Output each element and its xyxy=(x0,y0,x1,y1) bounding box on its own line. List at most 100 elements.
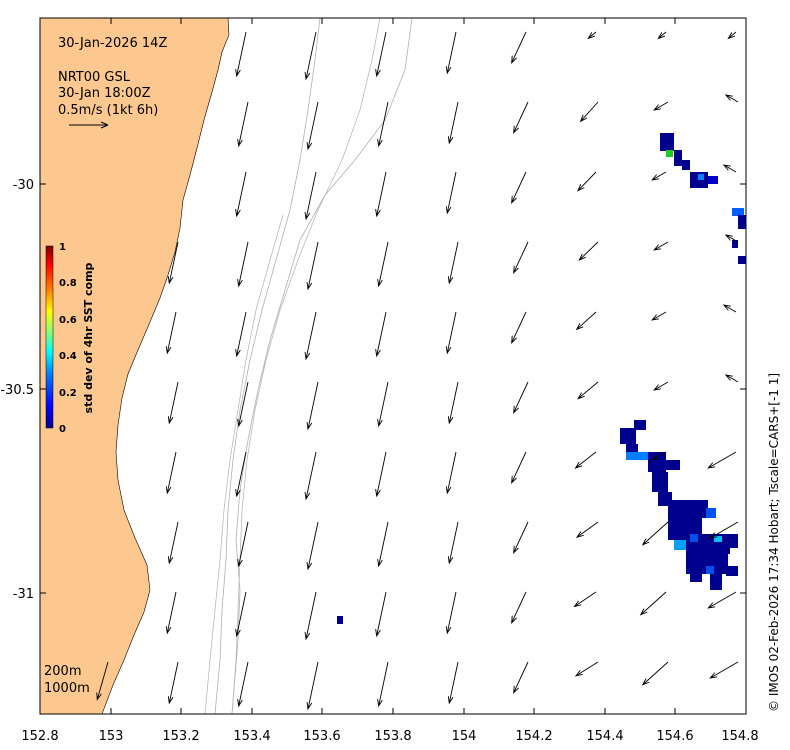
colorbar-label: std dev of 4hr SST comp xyxy=(82,262,95,413)
current-arrow xyxy=(304,451,317,501)
current-arrow xyxy=(377,521,389,568)
current-arrow xyxy=(707,451,737,469)
current-arrow xyxy=(513,101,529,135)
current-arrow xyxy=(651,451,667,461)
current-arrow xyxy=(707,591,737,609)
x-tick-label: 153.6 xyxy=(303,729,340,744)
current-arrow xyxy=(447,381,459,425)
current-arrow xyxy=(574,451,597,469)
current-arrow xyxy=(306,381,319,431)
contour-outer xyxy=(204,214,284,715)
current-arrow xyxy=(575,311,597,331)
current-vectors xyxy=(96,31,739,711)
current-arrow xyxy=(641,661,669,686)
colorbar-tick-label: 0.6 xyxy=(59,315,77,326)
current-arrow xyxy=(641,521,669,546)
current-arrow xyxy=(722,164,737,173)
contour-200m xyxy=(214,17,321,715)
current-arrow xyxy=(577,381,599,400)
scale-arrow xyxy=(69,121,109,129)
contour-1000m xyxy=(231,17,413,715)
current-arrow xyxy=(653,241,669,251)
current-arrow xyxy=(445,311,457,355)
source-label: NRT00 GSL xyxy=(58,70,131,85)
current-arrow xyxy=(167,381,179,425)
current-arrow xyxy=(574,661,599,677)
current-arrow xyxy=(375,591,387,638)
current-arrow xyxy=(513,521,529,555)
current-arrow xyxy=(727,31,737,40)
timestamp-label: 30-Jan-2026 14Z xyxy=(58,36,167,51)
current-arrow xyxy=(724,234,739,243)
current-arrow xyxy=(165,311,177,355)
current-arrow xyxy=(237,101,249,148)
current-arrow xyxy=(513,241,529,275)
current-arrow xyxy=(653,381,669,391)
credit-text: © IMOS 02-Feb-2026 17:34 Hobart; Tscale=… xyxy=(767,373,781,712)
current-arrow xyxy=(709,521,739,539)
current-arrow xyxy=(445,31,457,75)
y-tick-label: -30.5 xyxy=(0,383,34,398)
current-arrow xyxy=(722,304,737,313)
current-arrow xyxy=(377,381,389,428)
current-arrow xyxy=(577,171,597,192)
x-tick-label: 154 xyxy=(452,729,477,744)
colorbar-tick-label: 0.2 xyxy=(59,388,77,399)
x-tick-label: 153 xyxy=(99,729,124,744)
current-arrow xyxy=(304,31,317,81)
current-arrow xyxy=(304,171,317,221)
y-tick-label: -30 xyxy=(13,178,34,193)
colorbar-tick-label: 1 xyxy=(59,242,66,253)
current-arrow xyxy=(578,241,599,261)
current-arrow xyxy=(304,591,317,641)
current-arrow xyxy=(724,94,739,103)
current-arrow xyxy=(651,171,667,181)
current-arrow xyxy=(165,591,177,635)
depth-1000-label: 1000m xyxy=(44,681,90,696)
current-arrow xyxy=(511,31,527,65)
x-tick-label: 153.2 xyxy=(162,729,199,744)
current-arrow xyxy=(447,101,459,145)
current-arrow xyxy=(167,661,179,705)
current-arrow xyxy=(651,311,667,321)
x-tick-label: 154.6 xyxy=(656,729,693,744)
colorbar-tick-label: 0.8 xyxy=(59,278,77,289)
axis-ticks xyxy=(39,18,747,714)
current-arrow xyxy=(237,241,249,288)
current-arrow xyxy=(445,591,457,635)
scale-label: 0.5m/s (1kt 6h) xyxy=(58,103,158,118)
current-arrow xyxy=(513,661,529,695)
current-arrow xyxy=(709,661,739,679)
x-tick-label: 154.8 xyxy=(721,729,758,744)
contour-shelf xyxy=(231,17,381,715)
current-arrow xyxy=(511,451,527,485)
current-arrow xyxy=(573,591,597,608)
current-arrow xyxy=(377,101,389,148)
current-arrow xyxy=(575,521,599,539)
current-arrow xyxy=(235,171,247,218)
current-arrow xyxy=(377,241,389,288)
sst-pixels xyxy=(337,133,746,624)
colorbar-tick-label: 0 xyxy=(59,424,66,435)
current-arrow xyxy=(447,241,459,285)
current-arrow xyxy=(167,241,179,285)
current-arrow xyxy=(96,661,109,701)
current-arrow xyxy=(306,241,319,291)
current-arrow xyxy=(237,521,249,568)
current-arrow xyxy=(167,521,179,565)
land-area xyxy=(39,17,230,715)
current-arrow xyxy=(237,661,249,708)
current-arrow xyxy=(657,31,667,40)
current-arrow xyxy=(587,31,597,40)
current-arrow xyxy=(375,171,387,218)
current-arrow xyxy=(579,101,599,123)
source-time-label: 30-Jan 18:00Z xyxy=(58,86,151,101)
x-tick-label: 154.2 xyxy=(515,729,552,744)
current-arrow xyxy=(377,661,389,708)
x-tick-label: 154.4 xyxy=(586,729,623,744)
current-arrow xyxy=(447,661,459,705)
current-arrow xyxy=(235,451,247,498)
current-arrow xyxy=(445,451,457,495)
current-arrow xyxy=(306,101,319,151)
